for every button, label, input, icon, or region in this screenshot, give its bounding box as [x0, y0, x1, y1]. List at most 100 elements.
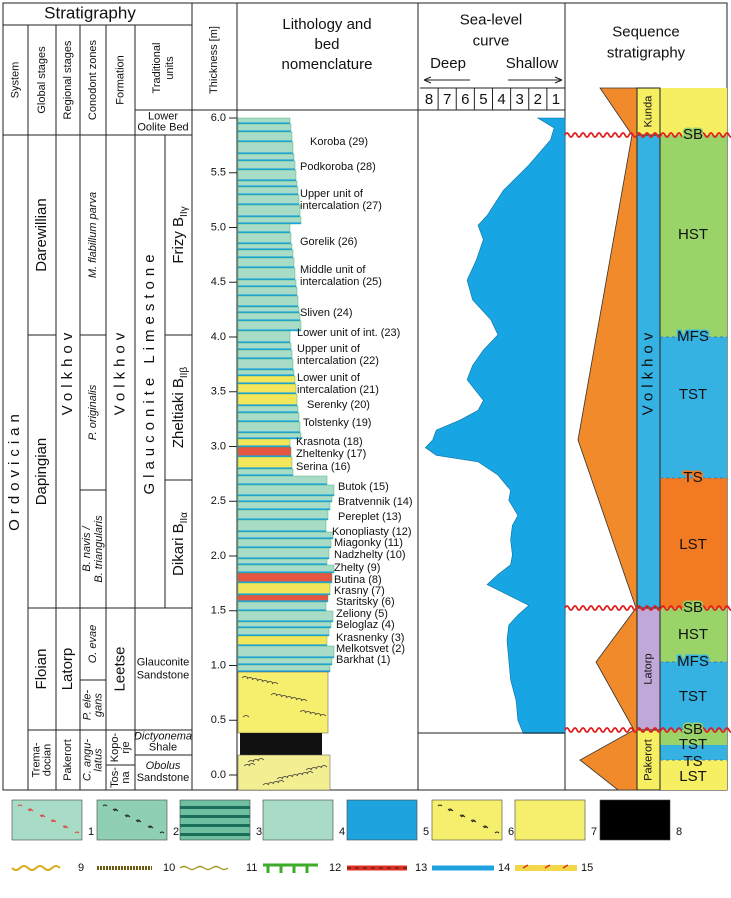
legend-mark — [494, 831, 500, 834]
bed-name: Zeliony (5) — [336, 608, 388, 620]
lithology-seam — [238, 600, 328, 602]
lithology-bed — [237, 232, 292, 245]
legend-label: 15 — [581, 862, 593, 874]
lithology-bed — [237, 610, 334, 623]
traditional-unit-line: Sandstone — [137, 772, 190, 784]
legend-mark — [136, 820, 142, 823]
deep-label: Deep — [430, 55, 466, 72]
grain-mark — [276, 777, 284, 780]
bed-name: Gorelik (26) — [300, 236, 357, 248]
bed-name-line: intercalation (27) — [300, 200, 382, 212]
global-stages: Floian — [33, 649, 50, 690]
legend-mark — [135, 819, 141, 822]
grain-mark — [271, 682, 279, 685]
lithology-seam — [238, 609, 326, 611]
lithology-seam — [238, 357, 292, 359]
traditional-unit-sub: IIα — [179, 512, 190, 524]
bed-name: Beloglaz (4) — [336, 619, 395, 631]
grain-mark — [280, 695, 288, 698]
lower-oolite-bed-line: Lower — [148, 110, 178, 122]
lithology-seam — [238, 185, 297, 187]
column-header: Traditionalunits — [151, 43, 176, 94]
legend-line — [11, 865, 61, 871]
legend-mark — [447, 808, 453, 811]
bed-name: Butok (15) — [338, 481, 389, 493]
lithology-seam — [238, 670, 330, 672]
lithology-seam — [238, 431, 300, 433]
legend-line — [263, 863, 318, 873]
lithology-seam — [238, 644, 327, 646]
tick-label: 0.5 — [211, 714, 226, 726]
conodont-zones-line: C. angu- — [81, 739, 93, 782]
grain-mark — [242, 715, 250, 718]
sequence-title: Sequence stratigraphy — [607, 23, 686, 61]
legend-line — [179, 865, 229, 871]
lithology-seam — [238, 563, 327, 565]
grain-mark — [304, 711, 312, 714]
lithology-seam — [238, 130, 291, 132]
legend-label: 1 — [88, 826, 94, 838]
grain-mark — [306, 771, 314, 774]
lithology-seam — [238, 294, 297, 296]
bed-name: Sliven (24) — [300, 307, 353, 319]
lithology-bed — [237, 582, 331, 596]
lower-oolite-bed: Lower Oolite Bed — [137, 110, 188, 133]
conodont-zones: O. evae — [87, 625, 99, 664]
sequence-name: Pakerort — [642, 739, 654, 781]
legend-mark — [112, 808, 118, 811]
sea-level-title-line: Sea-level — [460, 11, 523, 28]
grain-mark — [256, 679, 264, 682]
legend-swatch — [262, 799, 334, 841]
legend-mark — [51, 820, 57, 823]
legend-mark — [180, 833, 250, 836]
lithology-bed — [237, 547, 330, 560]
bed-name: Middle unit of intercalation (25) — [300, 264, 382, 288]
formations: Tos-na — [109, 767, 132, 788]
systems-tract-block — [660, 478, 727, 608]
bed-name: Zheltenky (17) — [296, 448, 366, 460]
legend-mark — [448, 809, 454, 812]
conodont-zones-line: latus — [92, 748, 104, 772]
sequence-boundary — [564, 727, 731, 733]
lithology-seam — [238, 581, 332, 583]
lithology-bed — [237, 645, 335, 659]
systems-tract-label: TST — [679, 688, 707, 705]
grain-mark — [243, 764, 251, 767]
legend-label: 14 — [498, 862, 510, 874]
systems-tract-label: SB — [683, 126, 703, 143]
lithology-seam — [238, 203, 299, 205]
lithology-seam — [238, 467, 292, 469]
sequence-name: Volkhov — [639, 328, 656, 416]
conodont-zones: P. ele-gans — [81, 689, 104, 720]
lithology-seam — [238, 168, 295, 170]
grain-mark — [315, 766, 323, 769]
systems-tract-label: TS — [683, 753, 702, 770]
legend-mark — [180, 824, 250, 827]
grain-mark — [267, 782, 275, 785]
grain-mark — [257, 758, 265, 761]
legend-mark — [62, 825, 68, 828]
lithology-title-line: bed — [314, 36, 339, 53]
formations-line: na — [120, 771, 132, 784]
column-header-line: Traditional — [151, 43, 163, 94]
lithology-seam — [238, 508, 330, 510]
systems-tract-label: TST — [679, 736, 707, 753]
conodont-zones-line: B. navis / — [81, 525, 93, 571]
lower-oolite-bed-line: Oolite Bed — [137, 121, 188, 133]
global-stages-line: docian — [41, 744, 53, 776]
lithology-seam — [238, 474, 293, 476]
conodont-zones-line: B. triangularis — [93, 515, 105, 583]
scale-label: 5 — [479, 91, 487, 108]
bed-name-line: intercalation (22) — [297, 355, 379, 367]
lithology-seam — [238, 222, 301, 224]
bed-name: Staritsky (6) — [336, 596, 395, 608]
legend-mark — [102, 804, 108, 807]
conodont-zones: B. navis /B. triangularis — [81, 515, 105, 583]
lithology-seam — [238, 311, 299, 313]
grain-mark — [290, 697, 298, 700]
bed-name: Krasny (7) — [334, 585, 385, 597]
bed-name: Melkotsvet (2) — [336, 643, 405, 655]
column-header: System — [9, 62, 21, 99]
lithology-seam — [238, 494, 334, 496]
